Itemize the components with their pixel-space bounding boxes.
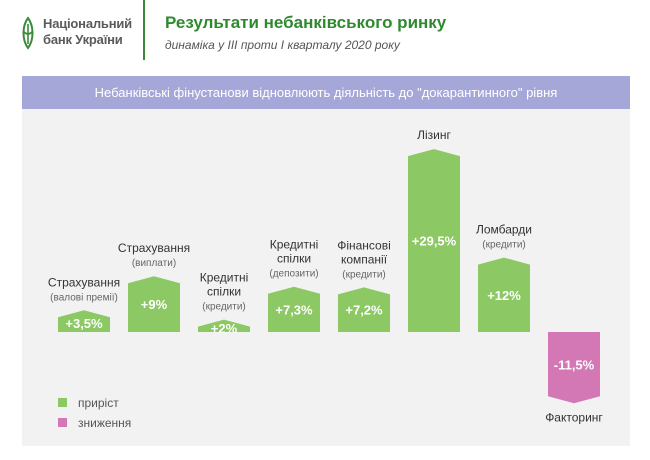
bar-5 (408, 149, 460, 332)
logo-line-1: Національний (43, 16, 132, 31)
category-label-4-1: компанії (341, 252, 388, 266)
bar-0 (58, 310, 110, 332)
legend: приріст зниження (58, 393, 131, 433)
category-sublabel-2-0: (кредити) (202, 302, 246, 313)
category-sublabel-4-0: (кредити) (342, 269, 386, 280)
category-label-1-0: Страхування (118, 241, 190, 255)
category-sublabel-3-0: (депозити) (269, 269, 318, 280)
category-label-6-0: Ломбарди (476, 223, 532, 237)
banner-text: Небанківські фінустанови відновлюють дія… (94, 85, 558, 100)
category-sublabel-0-0: (валові премії) (50, 292, 118, 303)
legend-swatch-growth (58, 398, 67, 407)
legend-label-growth: приріст (78, 396, 119, 410)
value-label-4: +7,2% (345, 303, 383, 318)
value-label-3: +7,3% (275, 302, 313, 317)
value-label-6: +12% (487, 288, 521, 303)
category-label-3-1: спілки (277, 252, 311, 266)
value-label-0: +3,5% (65, 316, 103, 331)
value-label-7: -11,5% (554, 358, 595, 373)
category-label-2-1: спілки (207, 285, 241, 299)
header-divider (143, 0, 145, 60)
bar-7 (548, 332, 600, 404)
bar-3 (268, 286, 320, 332)
page-title: Результати небанківського ринку (165, 13, 447, 32)
bar-2 (198, 319, 250, 332)
logo-line-2: банк України (43, 32, 123, 47)
category-label-5-0: Лізинг (417, 128, 451, 142)
category-sublabel-6-0: (кредити) (482, 240, 526, 251)
category-label-0-0: Страхування (48, 275, 120, 289)
legend-label-decline: зниження (78, 416, 132, 430)
headline-banner: Небанківські фінустанови відновлюють дія… (22, 76, 630, 109)
bar-6 (478, 257, 530, 332)
value-label-1: +9% (141, 297, 168, 312)
category-sublabel-1-0: (виплати) (132, 258, 176, 269)
category-label-3-0: Кредитні (270, 238, 319, 252)
bar-4 (338, 287, 390, 332)
value-label-2: +2% (211, 321, 238, 336)
value-label-5: +29,5% (412, 234, 457, 249)
bar-1 (128, 276, 180, 332)
page-subtitle: динаміка у ІІІ проти І кварталу 2020 рок… (165, 38, 400, 52)
logo-text: Національний банк України (43, 16, 132, 48)
category-label-2-0: Кредитні (200, 271, 249, 285)
nbu-emblem-icon (22, 16, 34, 50)
category-label-4-0: Фінансові (337, 238, 391, 252)
nbu-logo: Національний банк України (18, 14, 132, 54)
legend-item-growth: приріст (58, 393, 131, 413)
legend-item-decline: зниження (58, 413, 131, 433)
category-label-7-0: Факторинг (545, 410, 603, 424)
legend-swatch-decline (58, 418, 67, 427)
